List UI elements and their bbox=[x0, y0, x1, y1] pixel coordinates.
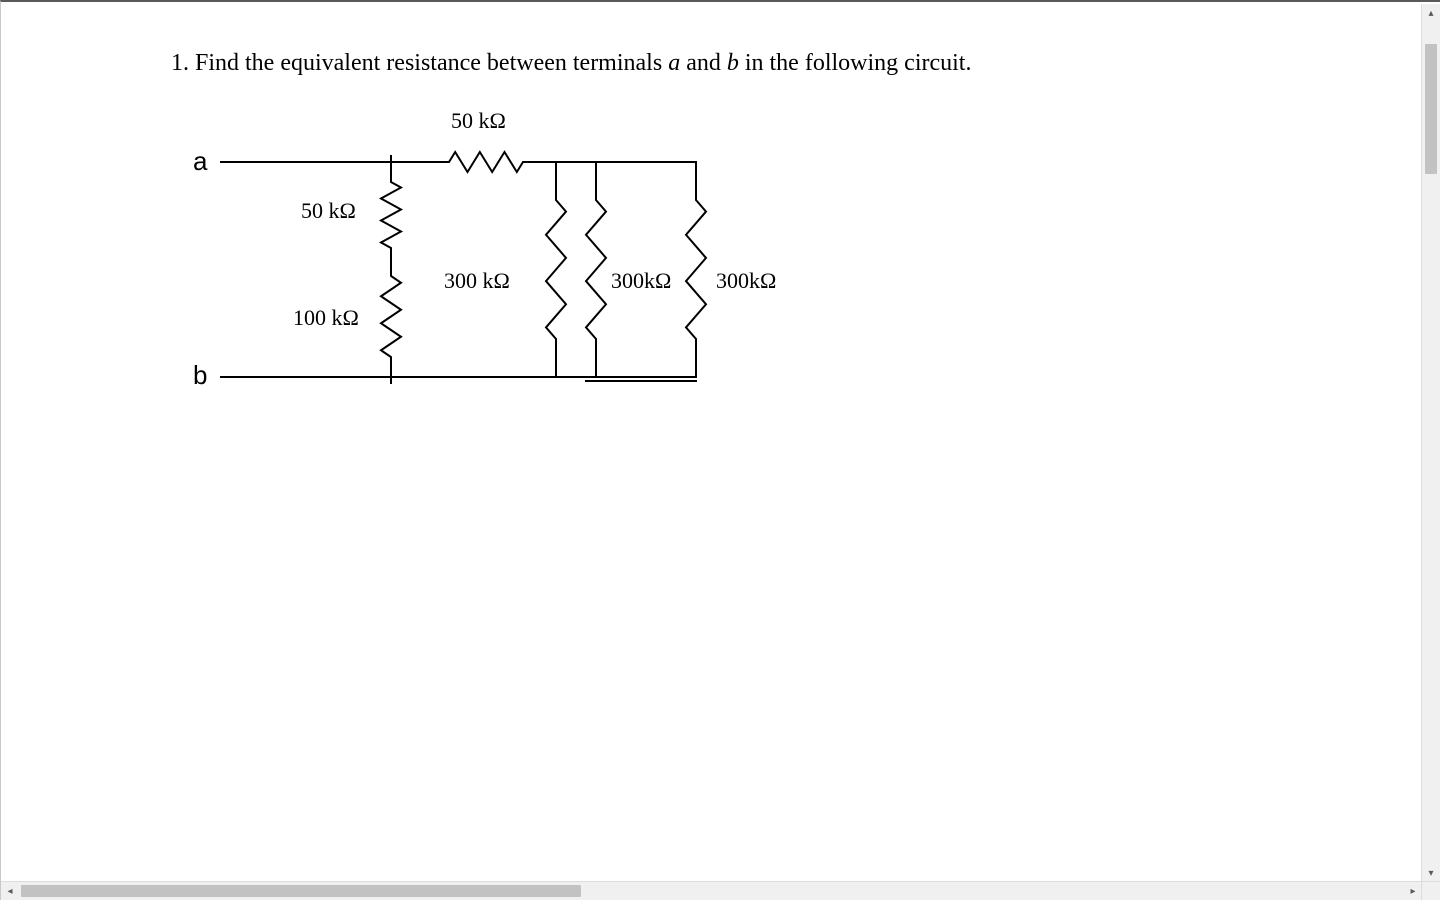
problem-statement: 1. Find the equivalent resistance betwee… bbox=[171, 50, 971, 77]
label-r-p3: 300kΩ bbox=[716, 268, 776, 294]
problem-number: 1. bbox=[171, 50, 189, 76]
label-r-p2: 300kΩ bbox=[611, 268, 671, 294]
label-r-left-lower: 100 kΩ bbox=[293, 305, 359, 331]
terminal-b-ref: b bbox=[727, 50, 739, 76]
horizontal-scrollbar[interactable]: ◂ ▸ bbox=[1, 881, 1422, 900]
terminal-a-label: a bbox=[193, 146, 207, 177]
terminal-a-ref: a bbox=[668, 50, 680, 76]
problem-text-2: and bbox=[680, 50, 727, 76]
scroll-left-button[interactable]: ◂ bbox=[1, 882, 19, 900]
label-r-top: 50 kΩ bbox=[451, 108, 506, 134]
problem-text-3: in the following circuit. bbox=[739, 50, 972, 76]
scroll-right-button[interactable]: ▸ bbox=[1404, 882, 1422, 900]
label-r-p1: 300 kΩ bbox=[444, 268, 510, 294]
document-viewport: 1. Find the equivalent resistance betwee… bbox=[0, 0, 1440, 900]
scrollbar-corner bbox=[1421, 881, 1440, 900]
scroll-down-button[interactable]: ▾ bbox=[1422, 864, 1440, 882]
vertical-scroll-thumb[interactable] bbox=[1425, 44, 1437, 174]
circuit-diagram: a b 50 kΩ 50 kΩ 100 kΩ 300 kΩ 300kΩ 300k… bbox=[171, 102, 821, 412]
vertical-scrollbar[interactable]: ▴ ▾ bbox=[1421, 4, 1440, 882]
label-r-left-upper: 50 kΩ bbox=[301, 198, 356, 224]
horizontal-scroll-thumb[interactable] bbox=[21, 885, 581, 897]
circuit-svg bbox=[171, 102, 821, 422]
terminal-b-label: b bbox=[193, 360, 207, 391]
problem-text-1: Find the equivalent resistance between t… bbox=[195, 50, 668, 76]
scroll-up-button[interactable]: ▴ bbox=[1422, 4, 1440, 22]
